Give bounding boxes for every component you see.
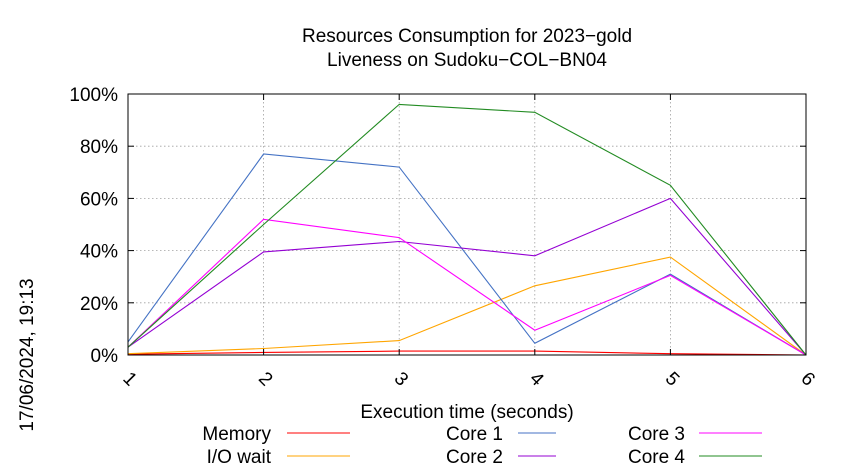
x-tick-label: 4 xyxy=(525,368,548,391)
series-line-i-o-wait xyxy=(127,256,807,356)
series-layer xyxy=(127,103,807,356)
series-line-core-3 xyxy=(127,218,807,356)
chart-title-line-2: Liveness on Sudoku−COL−BN04 xyxy=(327,50,607,71)
y-axis-ticks: 0% 20% 40% 60% 80% 100% xyxy=(69,85,806,367)
series-line-core-2 xyxy=(127,197,807,356)
y-tick-label: 0% xyxy=(91,346,119,367)
y-tick-label: 40% xyxy=(80,242,118,263)
legend-label: Core 1 xyxy=(446,424,503,445)
legend-label: Core 2 xyxy=(446,447,503,468)
legend-label: I/O wait xyxy=(207,447,272,468)
y-tick-label: 100% xyxy=(69,85,118,106)
x-tick-label: 3 xyxy=(390,368,412,390)
y-tick-label: 60% xyxy=(80,189,118,210)
chart-title-line-1: Resources Consumption for 2023−gold xyxy=(302,26,632,47)
grid xyxy=(128,94,806,355)
series-line-core-1 xyxy=(127,153,807,356)
x-tick-label: 1 xyxy=(118,368,140,390)
chart-title: Resources Consumption for 2023−gold Live… xyxy=(302,26,632,71)
series-line-memory xyxy=(127,350,807,356)
y-tick-label: 80% xyxy=(80,137,118,158)
x-tick-label: 2 xyxy=(254,368,276,390)
legend-label: Core 3 xyxy=(628,424,685,445)
plot-frame xyxy=(127,93,807,356)
legend-label: Core 4 xyxy=(628,447,685,468)
timestamp-label: 17/06/2024, 19:13 xyxy=(17,278,38,431)
x-tick-label: 6 xyxy=(796,368,818,390)
x-axis-label: Execution time (seconds) xyxy=(360,402,573,423)
y-tick-label: 20% xyxy=(80,294,118,315)
series-line-core-4 xyxy=(127,103,807,356)
x-tick-label: 5 xyxy=(661,368,683,390)
x-axis-ticks: 1 2 3 4 5 6 xyxy=(118,94,819,391)
legend-label: Memory xyxy=(202,424,271,445)
